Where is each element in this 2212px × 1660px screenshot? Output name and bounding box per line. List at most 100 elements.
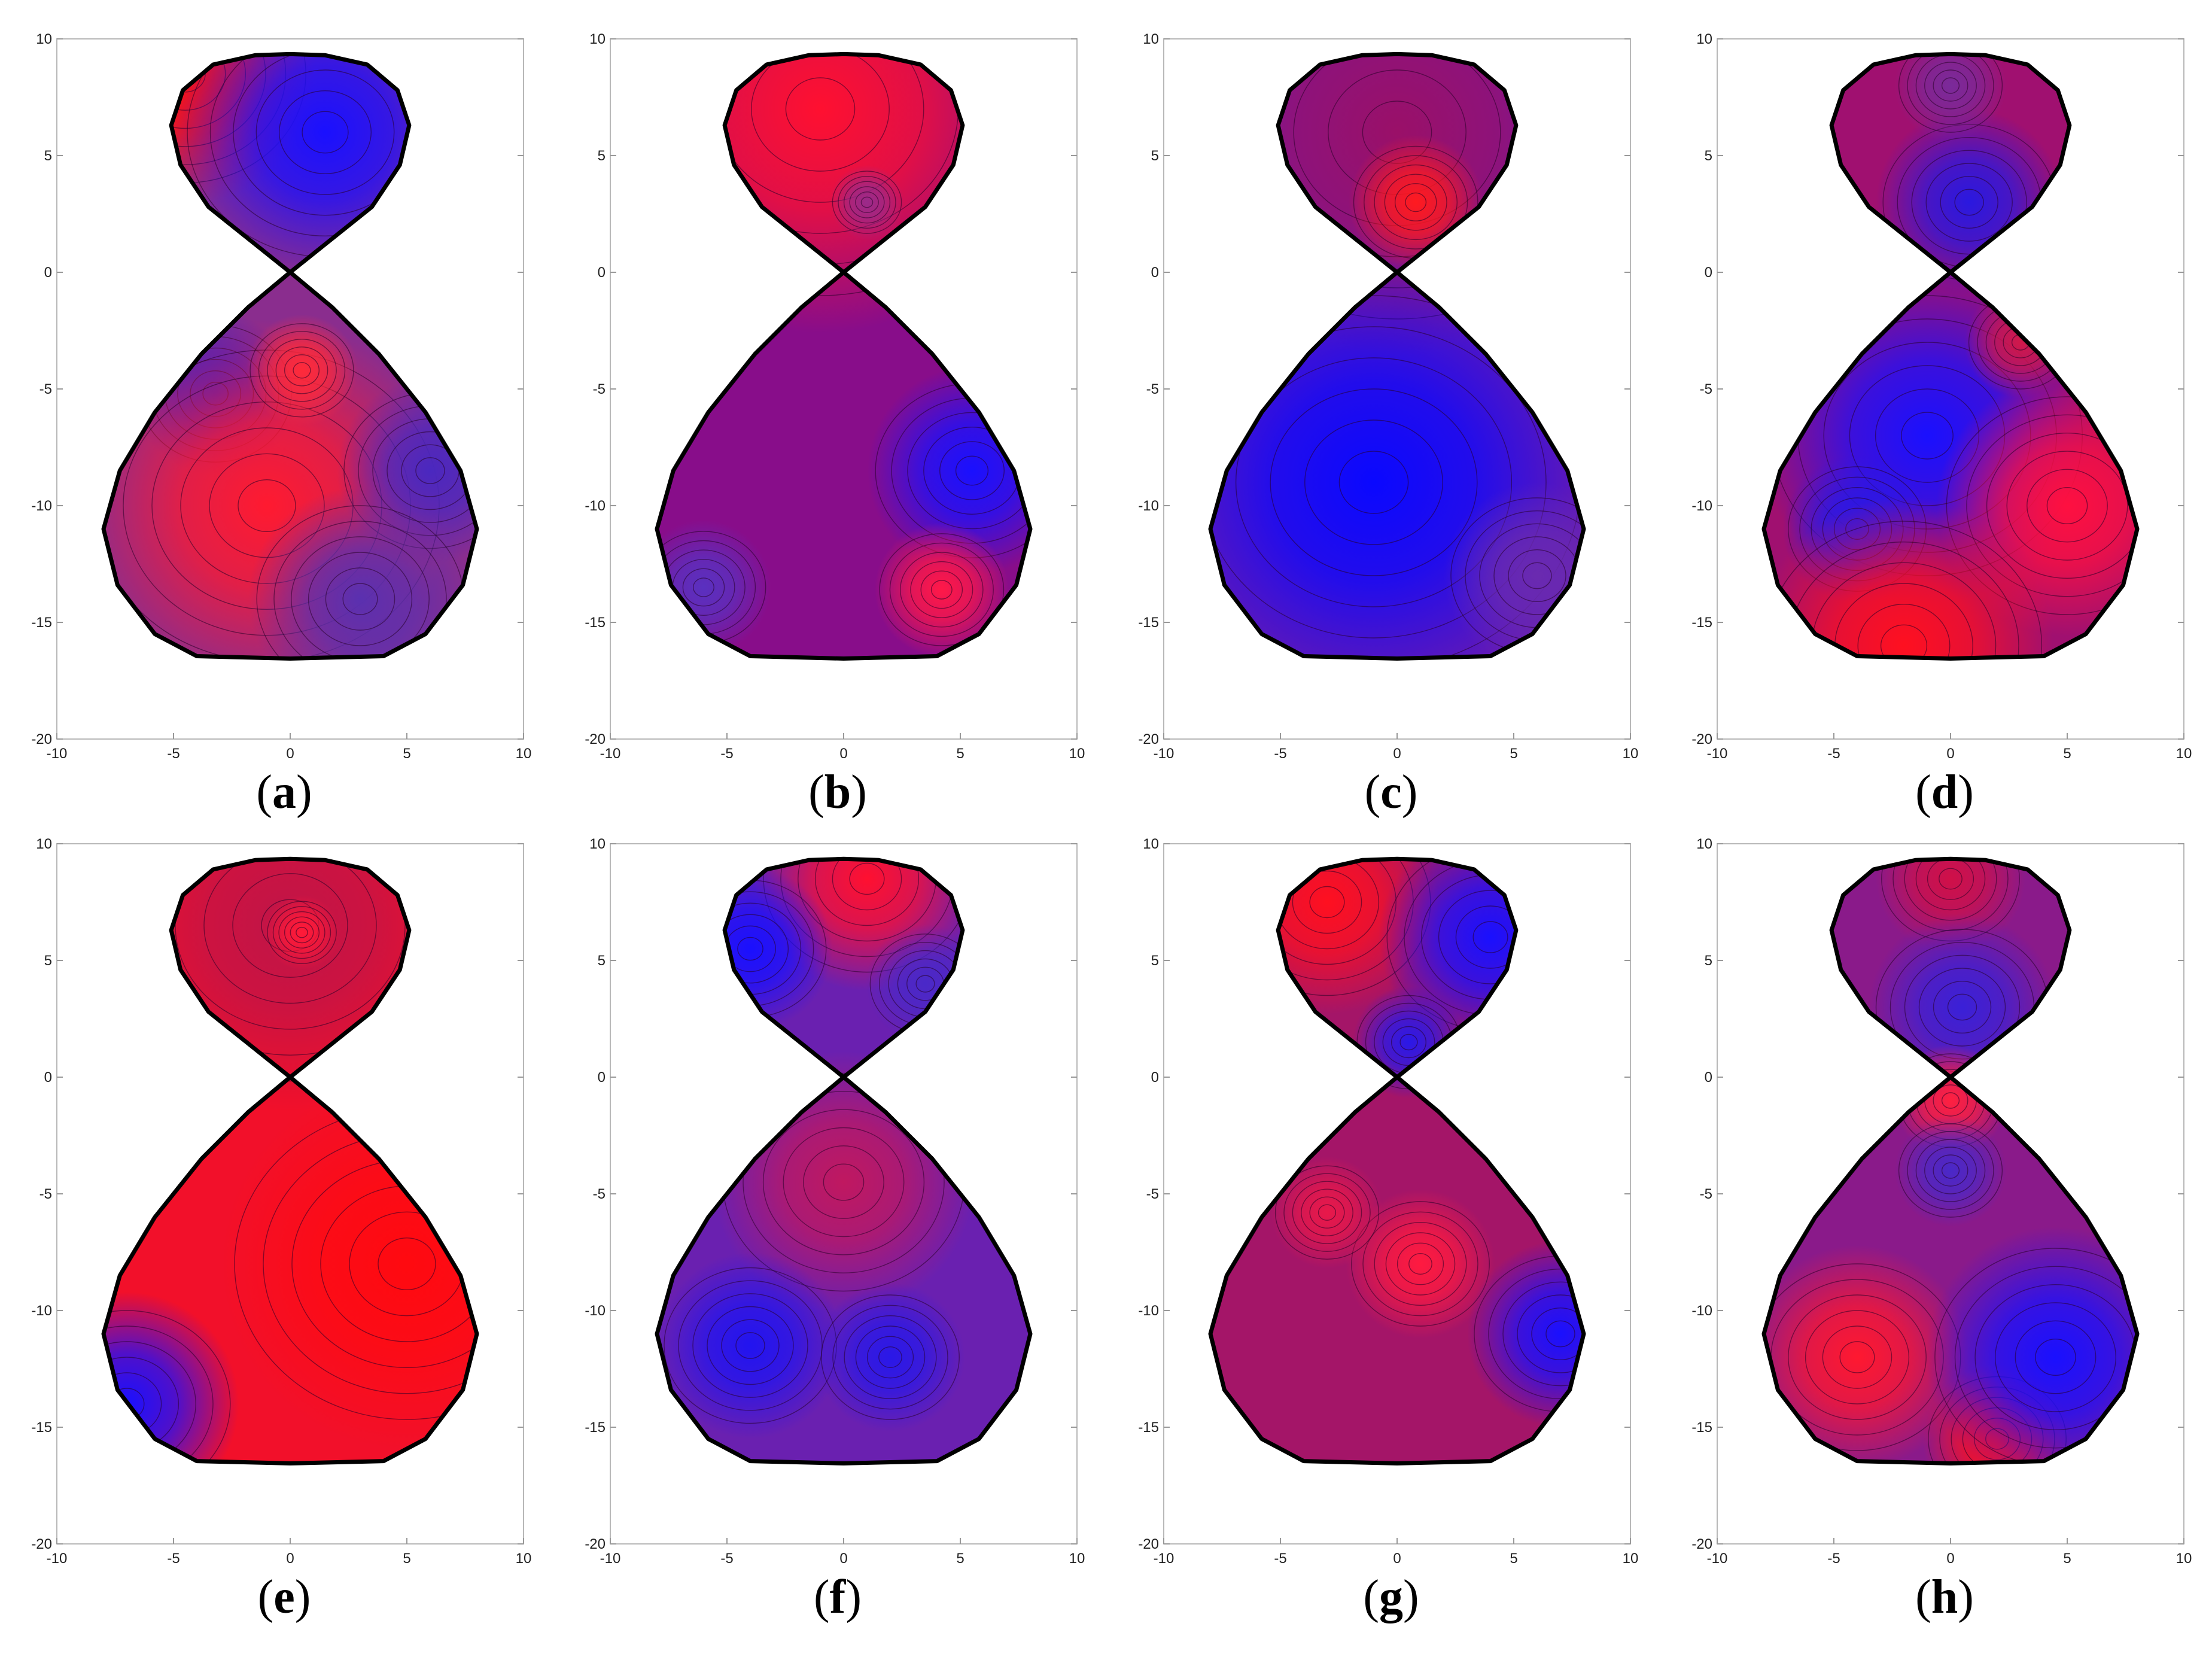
- x-tick-label: -5: [167, 1550, 179, 1567]
- contour-line: [751, 54, 890, 172]
- contour-line: [823, 1163, 865, 1201]
- caption-close: ): [845, 1571, 862, 1623]
- y-tick-label: 10: [36, 31, 52, 47]
- contour-line: [1399, 1033, 1418, 1051]
- contour-line: [907, 412, 1030, 530]
- caption-close: ): [851, 766, 867, 819]
- contour-line: [1351, 1201, 1490, 1327]
- y-tick-label: 5: [598, 953, 606, 969]
- x-tick-label: 10: [516, 746, 532, 762]
- x-tick-label: 0: [1946, 1550, 1954, 1567]
- contour-line: [1517, 1294, 1584, 1373]
- panel-b: -10 -5 0 5 10 10 5 0 -5 -10 -15 -20 (b): [585, 31, 1085, 819]
- y-tick-label: 10: [1696, 836, 1712, 852]
- contour-line: [955, 455, 989, 486]
- contour-line: [238, 479, 296, 533]
- contour-line: [1210, 326, 1547, 639]
- contour-line: [821, 1294, 960, 1420]
- y-tick-label: 0: [44, 1069, 52, 1086]
- contour-line: [1338, 451, 1409, 514]
- y-tick-label: 10: [1143, 31, 1159, 47]
- contour-line: [1396, 1242, 1444, 1285]
- caption-open: (: [1363, 1571, 1379, 1623]
- contour-line: [1901, 412, 1954, 460]
- y-tick-label: -15: [1138, 1419, 1159, 1436]
- contour-line: [1933, 980, 1992, 1034]
- shape-outline: [1208, 856, 1586, 1466]
- y-tick-label: -10: [31, 498, 52, 514]
- y-tick-label: -20: [585, 1536, 606, 1552]
- contour-line: [2035, 1338, 2076, 1376]
- caption-open: (: [814, 1571, 830, 1623]
- x-tick-label: 5: [2063, 746, 2071, 762]
- shape-outline: [1208, 51, 1586, 661]
- field-hotspot: [829, 165, 905, 240]
- contour-line: [1292, 870, 1362, 934]
- contour-line: [175, 859, 406, 1030]
- x-tick-label: -5: [1827, 746, 1840, 762]
- contour-line: [290, 922, 314, 944]
- contour-line: [1283, 1173, 1371, 1252]
- x-tick-label: -5: [167, 746, 179, 762]
- x-tick-label: -5: [1827, 1550, 1840, 1567]
- caption-close: ): [296, 766, 312, 819]
- contour-line: [1898, 1123, 2003, 1218]
- x-tick-label: -5: [1274, 746, 1286, 762]
- contour-line: [1940, 175, 1998, 229]
- contour-line: [832, 171, 902, 234]
- panel-c: -10 -5 0 5 10 10 5 0 -5 -10 -15 -20 (c): [1138, 31, 1638, 819]
- contour-line: [889, 542, 994, 637]
- x-tick-label: -5: [1274, 1550, 1286, 1567]
- panel-d: -10 -5 0 5 10 10 5 0 -5 -10 -15 -20 (d): [1691, 31, 2192, 819]
- field-hotspot: [874, 522, 1009, 657]
- y-tick-label: -20: [585, 731, 606, 747]
- contour-line: [308, 552, 413, 646]
- contour-line: [1408, 1252, 1432, 1275]
- x-tick-label: 0: [1393, 746, 1401, 762]
- field-hotspot: [816, 1282, 965, 1432]
- x-tick-label: 10: [1623, 1550, 1639, 1567]
- contour-line: [258, 331, 346, 410]
- contour-line: [1522, 562, 1552, 589]
- contour-line: [838, 175, 896, 229]
- contour-line: [1986, 432, 2137, 579]
- field-hotspot: [220, 1077, 477, 1451]
- y-tick-label: 5: [1705, 953, 1712, 969]
- contour-line: [814, 859, 920, 926]
- contour-line: [2015, 1320, 2097, 1394]
- x-tick-label: 5: [956, 1550, 964, 1567]
- shape-outline: [1761, 856, 2140, 1466]
- contour-line: [302, 111, 349, 154]
- field-hotspot: [1876, 859, 2025, 954]
- y-tick-label: -15: [31, 615, 52, 631]
- contour-line: [296, 926, 308, 938]
- field-hotspot: [1346, 1189, 1495, 1339]
- contour-line: [1941, 77, 1960, 94]
- contour-line: [743, 1091, 945, 1273]
- contour-line: [1391, 1026, 1426, 1059]
- caption-close: ): [1402, 766, 1418, 819]
- contour-line: [1274, 1165, 1380, 1260]
- contour-line: [1924, 1147, 1977, 1194]
- contour-line: [1947, 993, 1977, 1021]
- contour-line: [737, 937, 763, 961]
- contour-line: [783, 1127, 905, 1238]
- y-tick-label: -10: [1691, 1303, 1712, 1319]
- x-tick-label: -10: [1154, 1550, 1175, 1567]
- y-tick-label: 5: [44, 953, 52, 969]
- field-hotspot: [1467, 1241, 1584, 1427]
- x-tick-label: 10: [1069, 746, 1085, 762]
- contour-line: [342, 583, 378, 615]
- contour-line: [832, 859, 902, 911]
- contour-line: [1384, 174, 1447, 231]
- y-tick-label: -15: [585, 1419, 606, 1436]
- contour-field: [1764, 54, 2137, 659]
- y-tick-label: -15: [1691, 615, 1712, 631]
- contour-line: [255, 69, 395, 195]
- y-tick-label: -20: [1138, 731, 1159, 747]
- contour-line: [849, 186, 885, 218]
- contour-line: [1927, 859, 1974, 900]
- x-tick-label: -10: [1707, 1550, 1728, 1567]
- x-tick-label: 10: [2176, 1550, 2192, 1567]
- contour-line: [1394, 183, 1437, 221]
